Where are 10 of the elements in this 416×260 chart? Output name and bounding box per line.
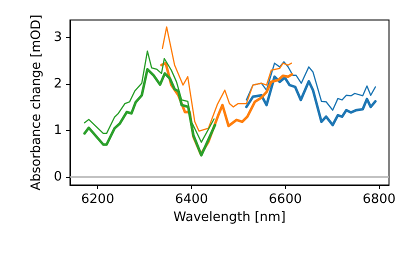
x-tick-label: 6200 [81, 192, 114, 207]
y-tick-label: 1 [54, 123, 62, 138]
x-tick-label: 6400 [174, 192, 208, 207]
y-tick-label: 0 [54, 170, 62, 185]
y-tick-label: 3 [54, 30, 62, 46]
x-tick-label: 6600 [268, 192, 302, 207]
y-tick-label: 2 [54, 76, 62, 92]
x-tick-label: 6800 [362, 192, 396, 207]
y-axis-title: Absorbance change [mOD] [28, 14, 44, 190]
x-axis-title: Wavelength [nm] [173, 210, 286, 225]
